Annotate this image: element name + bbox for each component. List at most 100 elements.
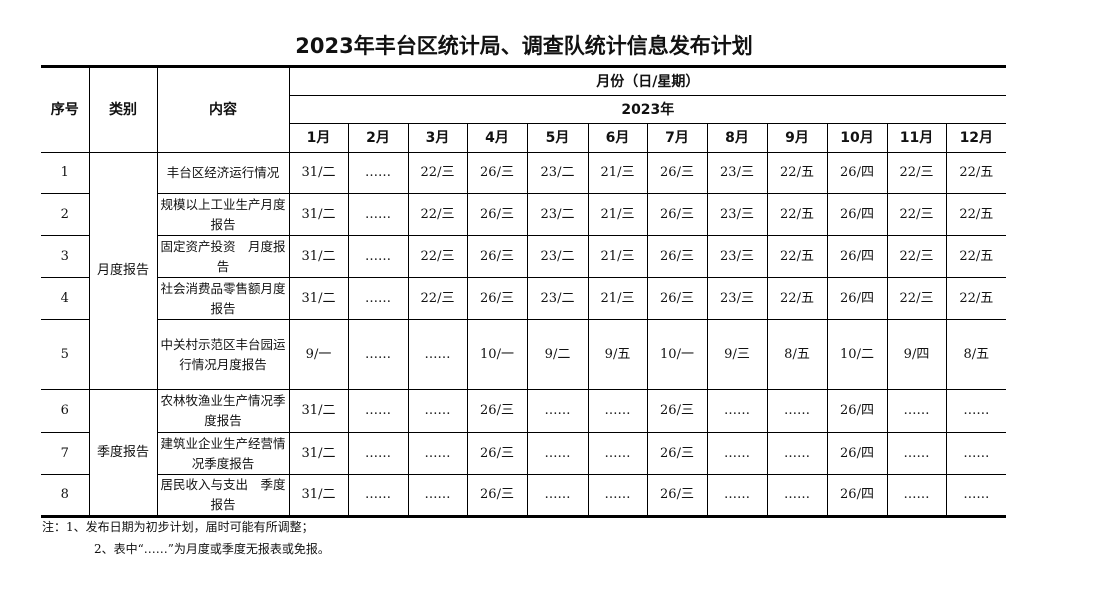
release-date-cell: 10/二 [826, 319, 888, 390]
release-date-cell: …… [766, 389, 828, 433]
release-date-cell: 22/三 [886, 235, 947, 278]
release-date-cell: …… [886, 432, 947, 475]
release-date-cell: …… [347, 193, 409, 236]
release-date-cell: …… [526, 474, 589, 517]
header-month: 2月 [347, 123, 409, 153]
row-content: 规模以上工业生产月度报告 [156, 193, 290, 236]
table-row: 1 月度报告 丰台区经济运行情况 31/二…… 22/三 26/三 23/二 21/三 26/三… [41, 152, 1007, 390]
release-date-cell: 9/三 [706, 319, 768, 390]
release-date-cell: …… [407, 389, 468, 433]
release-date-cell: 23/二 [526, 193, 589, 236]
release-date-cell: 23/三 [706, 193, 768, 236]
row-content: 固定资产投资 月度报告 [156, 235, 290, 278]
release-date-cell: 26/三 [646, 474, 708, 517]
release-date-cell: 21/三 [587, 193, 648, 236]
release-date-cell: 26/四 [826, 193, 888, 236]
release-date-cell: 26/三 [646, 193, 708, 236]
release-date-cell: 26/四 [826, 277, 888, 320]
release-date-cell: 22/三 [407, 235, 468, 278]
row-seq: 8 [41, 474, 90, 517]
release-date-cell: 22/三 [407, 193, 468, 236]
release-date-cell: 23/三 [706, 235, 768, 278]
release-date-cell: 22/三 [886, 152, 947, 194]
release-date-cell: 26/三 [646, 277, 708, 320]
row-content: 建筑业企业生产经营情况季度报告 [156, 432, 290, 475]
release-date-cell: 22/三 [407, 152, 468, 194]
release-date-cell: …… [587, 432, 648, 475]
release-date-cell: …… [766, 474, 828, 517]
release-date-cell: 10/一 [646, 319, 708, 390]
header-month: 8月 [706, 123, 768, 153]
release-date-cell: …… [347, 474, 409, 517]
release-date-cell: …… [706, 432, 768, 475]
release-date-cell: 22/五 [766, 193, 828, 236]
release-date-cell: 9/四 [886, 319, 947, 390]
release-date-cell: …… [407, 474, 468, 517]
release-date-cell: 26/三 [466, 432, 528, 475]
release-date-cell: …… [347, 432, 409, 475]
row-seq: 3 [41, 235, 90, 278]
release-date-cell: 26/三 [466, 474, 528, 517]
row-seq: 7 [41, 432, 90, 475]
table-row: 2 规模以上工业生产月度报告 31/二…… 22/三 26/三 23/二 21/三 26/三 2… [41, 193, 1007, 236]
header-month: 6月 [587, 123, 648, 153]
header-month: 5月 [526, 123, 589, 153]
release-date-cell: 23/二 [526, 152, 589, 194]
table-row: 8 居民收入与支出 季度报告 31/二………… 26/三………… 26/三………… 26/… [41, 474, 1007, 517]
release-date-cell: 26/三 [466, 277, 528, 320]
release-date-cell: 22/三 [886, 277, 947, 320]
release-date-cell: …… [347, 152, 409, 194]
release-date-cell: 21/三 [587, 277, 648, 320]
release-date-cell: 26/三 [466, 193, 528, 236]
release-date-cell: 22/五 [766, 152, 828, 194]
release-date-cell: …… [706, 474, 768, 517]
header-year: 2023年 [289, 95, 1007, 124]
release-date-cell: 22/五 [766, 235, 828, 278]
table-row: 4 社会消费品零售额月度报告 31/二…… 22/三 26/三 23/二 21/三 26/三 2… [41, 277, 1007, 320]
release-date-cell: …… [526, 432, 589, 475]
notes: 注：1、发布日期为初步计划，届时可能有所调整； 2、表中“……”为月度或季度无报… [42, 516, 330, 560]
note-2: 2、表中“……”为月度或季度无报表或免报。 [94, 542, 330, 556]
release-date-cell: 8/五 [945, 319, 1007, 390]
release-date-cell: 26/四 [826, 152, 888, 194]
release-date-cell: 23/三 [706, 277, 768, 320]
header-month: 10月 [826, 123, 888, 153]
release-date-cell: 23/二 [526, 235, 589, 278]
release-date-cell: 21/三 [587, 152, 648, 194]
header-seq: 序号 [41, 66, 90, 153]
release-date-cell: 22/五 [766, 277, 828, 320]
release-date-cell: 22/五 [945, 235, 1007, 278]
release-date-cell: 31/二 [288, 152, 349, 194]
release-date-cell: …… [347, 319, 409, 390]
release-date-cell: 22/五 [945, 152, 1007, 194]
row-content: 丰台区经济运行情况 [156, 152, 290, 194]
row-seq: 2 [41, 193, 90, 236]
row-content: 社会消费品零售额月度报告 [156, 277, 290, 320]
release-date-cell: 26/四 [826, 474, 888, 517]
row-seq: 5 [41, 319, 90, 390]
table-row: 6 季度报告 农林牧渔业生产情况季度报告 31/二………… 26/三………… 26/三……… [41, 389, 1007, 517]
release-date-cell: 23/三 [706, 152, 768, 194]
release-date-cell: …… [945, 432, 1007, 475]
release-date-cell: 9/五 [587, 319, 648, 390]
release-date-cell: 31/二 [288, 277, 349, 320]
header-category: 类别 [88, 66, 158, 153]
table-row: 7 建筑业企业生产经营情况季度报告 31/二………… 26/三………… 26/三…………… [41, 432, 1007, 475]
release-date-cell: 26/四 [826, 432, 888, 475]
release-date-cell: 21/三 [587, 235, 648, 278]
header-month: 9月 [766, 123, 828, 153]
row-content: 居民收入与支出 季度报告 [156, 474, 290, 517]
release-date-cell: …… [587, 389, 648, 433]
release-date-cell: 31/二 [288, 235, 349, 278]
release-date-cell: 10/一 [466, 319, 528, 390]
release-date-cell: …… [886, 474, 947, 517]
release-date-cell: …… [587, 474, 648, 517]
row-category: 月度报告 [88, 152, 158, 390]
release-date-cell: 22/三 [407, 277, 468, 320]
header-month-group: 月份（日/星期） [288, 66, 1007, 96]
header-month: 1月 [289, 123, 349, 153]
table-row: 3 固定资产投资 月度报告 31/二…… 22/三 26/三 23/二 21/三 26/三 23… [41, 235, 1007, 278]
release-date-cell: 31/二 [288, 474, 349, 517]
release-date-cell: …… [347, 389, 409, 433]
release-date-cell: 26/三 [646, 152, 708, 194]
